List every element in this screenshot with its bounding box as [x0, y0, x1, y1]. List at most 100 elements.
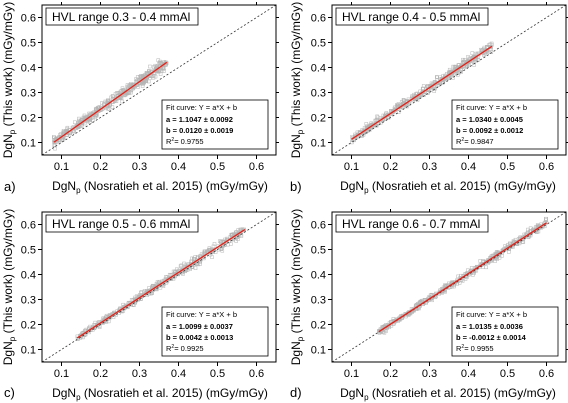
data-point — [72, 129, 76, 134]
fit-b: b = -0.0012 ± 0.0014 — [456, 333, 527, 342]
data-point — [497, 255, 502, 260]
data-point — [456, 73, 460, 77]
data-point — [461, 61, 465, 65]
data-point — [224, 239, 228, 244]
data-point — [76, 123, 80, 127]
x-label-main: DgN — [340, 386, 364, 400]
data-point — [471, 273, 475, 277]
y-label-sub: p — [296, 129, 305, 134]
data-point — [119, 89, 124, 93]
chart-title: HVL range 0.4 - 0.5 mmAl — [342, 10, 480, 24]
chart-panel-2: 0.1 0.1 0.2 0.2 0.3 0.3 0.4 0.4 0.5 0.5 0.6 0.6 HVL … — [289, 2, 568, 195]
data-point — [393, 319, 398, 323]
fit-r2-exponent: 2 — [171, 344, 174, 350]
data-point — [528, 233, 533, 238]
data-point — [474, 51, 478, 56]
plot-frame — [41, 4, 277, 156]
data-point — [75, 336, 80, 341]
x-tick-label: 0.1 — [54, 161, 69, 173]
fit-r2-label: R — [166, 137, 172, 146]
data-point — [151, 75, 156, 80]
fit-r2: R2= 0.9755 — [166, 137, 204, 146]
data-point — [466, 55, 470, 59]
data-point — [155, 280, 160, 284]
fit-line — [53, 61, 168, 143]
data-point — [83, 328, 87, 333]
data-point — [234, 239, 238, 243]
fit-line — [351, 45, 493, 140]
fit-r2-exponent: 2 — [171, 137, 174, 143]
data-point — [87, 326, 91, 330]
fit-r2-value: = 0.9847 — [464, 137, 493, 146]
fit-box — [451, 306, 559, 357]
fit-r2-label: R — [166, 344, 172, 353]
x-tick-label: 0.5 — [500, 368, 515, 380]
x-tick-label: 0.3 — [422, 161, 437, 173]
plot-frame — [331, 211, 567, 363]
data-point — [114, 96, 118, 100]
fit-a: a = 1.0135 ± 0.0036 — [456, 322, 523, 331]
data-point — [131, 302, 135, 307]
data-point — [120, 307, 125, 311]
data-point — [181, 272, 185, 276]
data-point — [406, 313, 411, 317]
data-point — [513, 237, 518, 242]
panel-letter: a) — [4, 179, 16, 194]
fit-r2: R2= 0.9925 — [166, 344, 204, 353]
data-point — [163, 279, 168, 283]
x-label-sub: p — [364, 186, 369, 195]
y-label-sub: p — [8, 129, 17, 134]
fit-b: b = 0.0120 ± 0.0019 — [166, 126, 233, 135]
x-tick-label: 0.1 — [54, 368, 69, 380]
fit-title: Fit curve: Y = a*X + b — [166, 310, 237, 319]
data-point — [459, 273, 463, 278]
x-tick-label: 0.5 — [210, 161, 225, 173]
data-point — [93, 107, 98, 111]
data-point — [142, 79, 147, 83]
y-tick-label: 0.4 — [21, 270, 36, 282]
data-point — [116, 91, 120, 95]
x-label-main: DgN — [52, 179, 76, 193]
data-point — [190, 265, 195, 269]
data-point — [207, 246, 212, 250]
y-tick-label: 0.1 — [311, 345, 326, 357]
data-point — [381, 113, 386, 118]
data-point — [211, 244, 216, 249]
y-tick-label: 0.1 — [21, 138, 36, 150]
data-point — [112, 312, 117, 316]
data-point — [157, 61, 161, 66]
data-point — [122, 93, 127, 98]
data-point — [163, 60, 168, 65]
data-point — [109, 95, 113, 100]
data-point — [134, 77, 138, 81]
data-point — [235, 235, 240, 239]
data-point — [120, 99, 124, 104]
data-point — [103, 99, 108, 104]
data-point — [212, 242, 217, 246]
x-label-sub: p — [76, 393, 81, 402]
data-point — [383, 117, 388, 121]
fit-r2-label: R — [456, 344, 462, 353]
data-point — [178, 264, 183, 268]
data-point — [82, 121, 87, 126]
y-axis-label: DgNp (This work) (mGy/mGy) — [1, 2, 17, 158]
x-label-rest: (Nosratieh et al. 2015) (mGy/mGy) — [81, 386, 268, 400]
x-label-main: DgN — [340, 179, 364, 193]
plot-area — [42, 212, 276, 362]
data-point — [73, 120, 77, 125]
x-tick-label: 0.2 — [383, 368, 398, 380]
fit-r2-value: = 0.9755 — [174, 137, 203, 146]
y-tick-label: 0.2 — [21, 320, 36, 332]
y-label-rest: (This work) (mGy/mGy) — [1, 2, 15, 130]
data-point — [179, 263, 184, 268]
data-point — [120, 86, 125, 91]
x-label-sub: p — [364, 393, 369, 402]
data-point — [88, 120, 92, 124]
x-label-sub: p — [76, 186, 81, 195]
data-point — [364, 122, 369, 126]
data-point — [441, 74, 445, 78]
data-point — [415, 98, 420, 102]
x-tick-label: 0.4 — [171, 161, 186, 173]
data-point — [463, 58, 467, 62]
